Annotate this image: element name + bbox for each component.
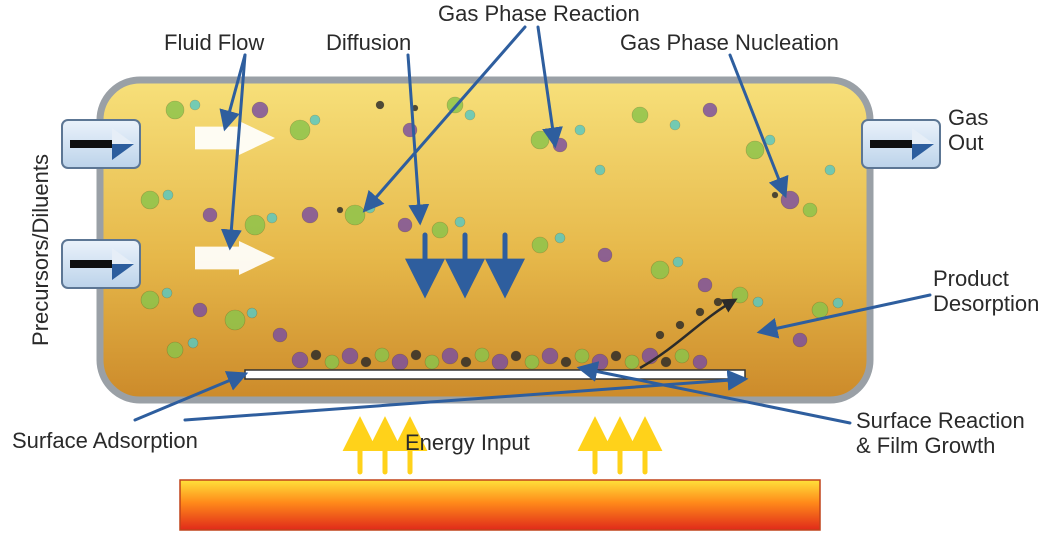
molecule — [525, 355, 539, 369]
label-precursors: Precursors/Diluents — [28, 154, 53, 346]
label-fluid-flow: Fluid Flow — [164, 30, 264, 55]
molecule — [141, 191, 159, 209]
molecule — [670, 120, 680, 130]
molecule — [163, 190, 173, 200]
molecule — [561, 357, 571, 367]
molecule — [575, 349, 589, 363]
molecule — [703, 103, 717, 117]
heater-bar — [180, 480, 820, 530]
molecule — [325, 355, 339, 369]
inlet-port-2 — [62, 240, 140, 288]
molecule — [203, 208, 217, 222]
molecule — [252, 102, 268, 118]
label-gas-out-2: Out — [948, 130, 983, 155]
molecule — [833, 298, 843, 308]
molecule — [542, 348, 558, 364]
molecule — [311, 350, 321, 360]
molecule — [531, 131, 549, 149]
molecule — [411, 350, 421, 360]
molecule — [598, 248, 612, 262]
molecule — [825, 165, 835, 175]
molecule — [188, 338, 198, 348]
molecule — [398, 218, 412, 232]
molecule — [765, 135, 775, 145]
molecule — [803, 203, 817, 217]
molecule — [375, 348, 389, 362]
molecule — [225, 310, 245, 330]
label-gas-phase-reaction: Gas Phase Reaction — [438, 1, 640, 26]
molecule — [392, 354, 408, 370]
molecule — [273, 328, 287, 342]
molecule — [698, 278, 712, 292]
molecule — [461, 357, 471, 367]
inlet-port-1 — [62, 120, 140, 168]
molecule — [290, 120, 310, 140]
label-surface-reaction-1: Surface Reaction — [856, 408, 1025, 433]
molecule — [310, 115, 320, 125]
molecule — [492, 354, 508, 370]
molecule — [714, 298, 722, 306]
molecule — [676, 321, 684, 329]
molecule — [267, 213, 277, 223]
molecule — [141, 291, 159, 309]
molecule — [693, 355, 707, 369]
molecule — [302, 207, 318, 223]
molecule — [425, 355, 439, 369]
molecule — [511, 351, 521, 361]
molecule — [342, 348, 358, 364]
molecule — [595, 165, 605, 175]
molecule — [475, 348, 489, 362]
molecule — [465, 110, 475, 120]
outlet-port — [862, 120, 940, 168]
molecule — [772, 192, 778, 198]
molecule — [361, 357, 371, 367]
molecule — [442, 348, 458, 364]
label-surface-reaction-2: & Film Growth — [856, 433, 995, 458]
label-surface-adsorption: Surface Adsorption — [12, 428, 198, 453]
molecule — [190, 100, 200, 110]
cvd-diagram: Precursors/Diluents Fluid Flow Diffusion Ga… — [0, 0, 1041, 546]
molecule — [656, 331, 664, 339]
label-energy-input: Energy Input — [405, 430, 530, 455]
molecule — [592, 354, 608, 370]
molecule — [245, 215, 265, 235]
molecule — [247, 308, 257, 318]
molecule — [337, 207, 343, 213]
molecule — [793, 333, 807, 347]
label-diffusion: Diffusion — [326, 30, 411, 55]
label-gas-out-1: Gas — [948, 105, 988, 130]
molecule — [162, 288, 172, 298]
molecule — [812, 302, 828, 318]
molecule — [166, 101, 184, 119]
label-gas-phase-nucleation: Gas Phase Nucleation — [620, 30, 839, 55]
molecule — [753, 297, 763, 307]
molecule — [292, 352, 308, 368]
molecule — [611, 351, 621, 361]
molecule — [696, 308, 704, 316]
label-product-desorption-1: Product — [933, 266, 1009, 291]
molecule — [625, 355, 639, 369]
substrate — [245, 370, 745, 379]
molecule — [455, 217, 465, 227]
molecule — [376, 101, 384, 109]
molecule — [632, 107, 648, 123]
molecule — [651, 261, 669, 279]
molecule — [746, 141, 764, 159]
label-product-desorption-2: Desorption — [933, 291, 1039, 316]
molecule — [432, 222, 448, 238]
molecule — [532, 237, 548, 253]
molecule — [673, 257, 683, 267]
molecule — [167, 342, 183, 358]
molecule — [661, 357, 671, 367]
molecule — [575, 125, 585, 135]
molecule — [345, 205, 365, 225]
molecule — [675, 349, 689, 363]
molecule — [193, 303, 207, 317]
molecule — [555, 233, 565, 243]
